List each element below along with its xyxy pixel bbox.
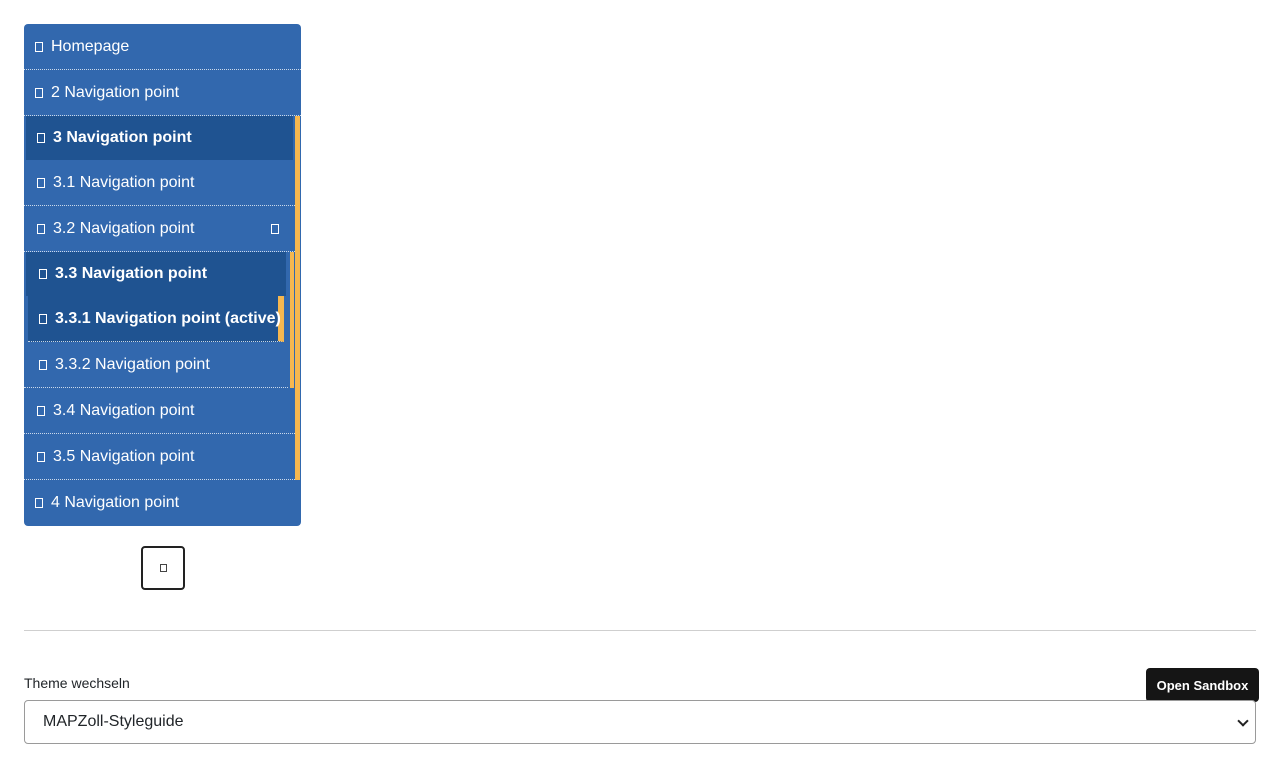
nav-item-3-3-1-active[interactable]: 3.3.1 Navigation point (active) xyxy=(28,296,284,342)
nav-item-3-3-2[interactable]: 3.3.2 Navigation point xyxy=(24,342,288,388)
nav-item-label: 2 Navigation point xyxy=(51,83,180,101)
nav-group-3-3: 3.3 Navigation point 3.3.1 Navigation po… xyxy=(24,252,294,388)
nav-item-label: 3 Navigation point xyxy=(53,129,192,146)
theme-select-label: Theme wechseln xyxy=(24,675,130,691)
nav-item-label: 3.5 Navigation point xyxy=(53,447,195,465)
chevron-down-icon xyxy=(1237,715,1249,727)
nav-item-3-3[interactable]: 3.3 Navigation point xyxy=(26,252,286,296)
nav-item-4[interactable]: 4 Navigation point xyxy=(24,480,301,526)
nav-item-label: 3.3.2 Navigation point xyxy=(55,355,210,373)
nav-item-label: Homepage xyxy=(51,37,130,55)
collapse-icon xyxy=(159,564,167,572)
nav-item-3-4[interactable]: 3.4 Navigation point xyxy=(24,388,295,434)
page-icon xyxy=(37,451,45,462)
expand-icon[interactable] xyxy=(271,224,279,234)
page-icon xyxy=(37,405,45,416)
page-icon xyxy=(37,133,45,143)
nav-item-label: 3.4 Navigation point xyxy=(53,401,195,419)
theme-select[interactable]: MAPZoll-Styleguide xyxy=(24,700,1256,744)
theme-select-value: MAPZoll-Styleguide xyxy=(43,713,184,730)
page-icon xyxy=(35,87,43,98)
collapse-navigation-button[interactable] xyxy=(141,546,185,590)
sidebar-navigation: Homepage 2 Navigation point 3 Navigation… xyxy=(24,24,301,526)
nav-item-3[interactable]: 3 Navigation point xyxy=(26,116,293,160)
nav-item-3-1[interactable]: 3.1 Navigation point xyxy=(24,160,295,206)
nav-item-label: 4 Navigation point xyxy=(51,494,180,511)
nav-group-3: 3 Navigation point 3.1 Navigation point … xyxy=(24,116,300,480)
nav-item-label: 3.2 Navigation point xyxy=(53,219,195,237)
nav-item-label: 3.3.1 Navigation point (active) xyxy=(55,309,281,327)
nav-item-2[interactable]: 2 Navigation point xyxy=(24,70,301,116)
nav-item-label: 3.1 Navigation point xyxy=(53,173,195,191)
nav-item-3-5[interactable]: 3.5 Navigation point xyxy=(24,434,295,480)
nav-item-homepage[interactable]: Homepage xyxy=(24,24,301,70)
page-icon xyxy=(35,41,43,52)
nav-item-3-2[interactable]: 3.2 Navigation point xyxy=(24,206,295,252)
page-icon xyxy=(39,269,47,279)
nav-item-label: 3.3 Navigation point xyxy=(55,265,208,282)
page-icon xyxy=(39,359,47,370)
page-icon xyxy=(35,498,43,508)
page-icon xyxy=(37,177,45,188)
page-icon xyxy=(39,313,47,324)
page-icon xyxy=(37,223,45,234)
open-sandbox-button[interactable]: Open Sandbox xyxy=(1146,668,1259,702)
divider xyxy=(24,630,1256,631)
